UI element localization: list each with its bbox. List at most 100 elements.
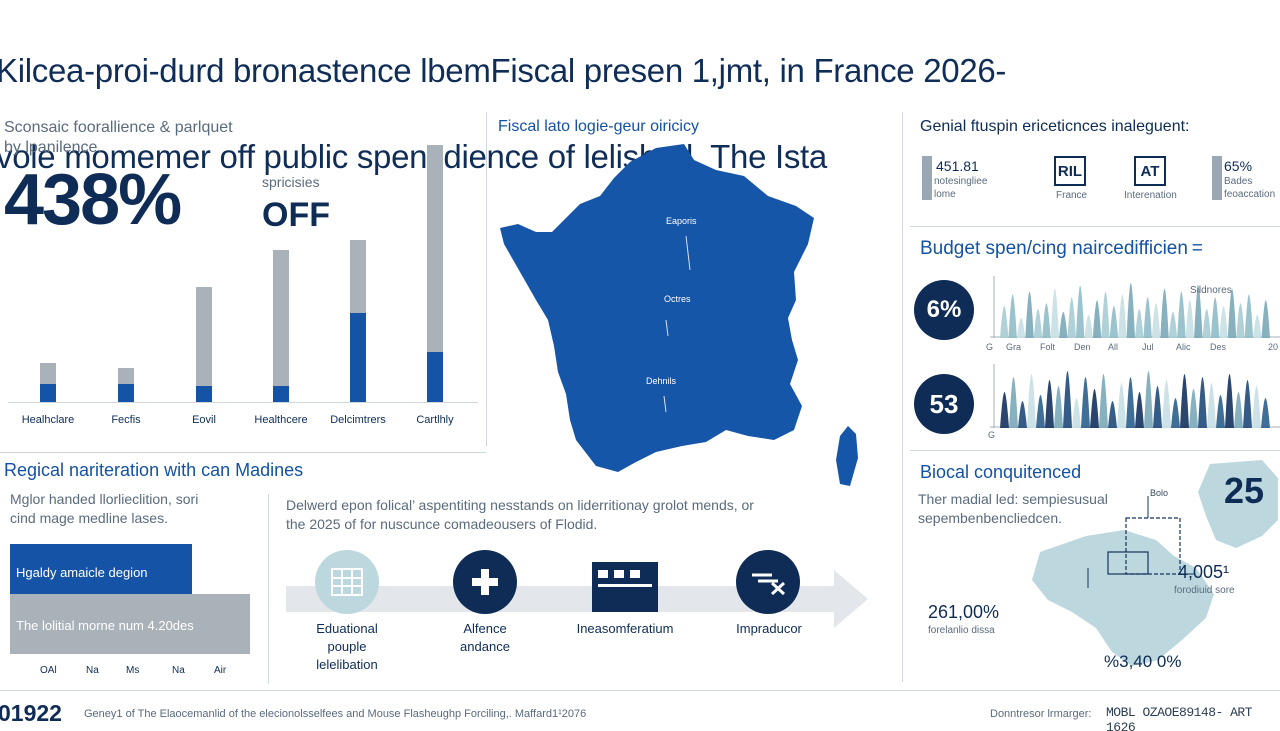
- step-label: Impraducor: [718, 620, 820, 638]
- chart-spike: [1117, 383, 1126, 428]
- bar-segment: [273, 386, 289, 402]
- chart-spike: [1261, 300, 1270, 338]
- chart-spike: [1042, 303, 1051, 338]
- bar-category-label: Delcimtrers: [330, 414, 386, 426]
- spending-subtitle-line1: Sconsaic foorallience & parlquet: [4, 119, 233, 136]
- bar-segment: [196, 386, 212, 402]
- regional-description: Mglor handed llorlieclition, sori cind m…: [10, 490, 198, 528]
- chart-spike: [1018, 401, 1027, 428]
- chart-spike: [1067, 297, 1076, 338]
- stat-value: 65%: [1224, 158, 1253, 174]
- chart-spike: [1084, 314, 1093, 338]
- regional-axis-tick: Na: [86, 665, 99, 676]
- france-map: Eaporis Octres Dehnils: [500, 144, 858, 486]
- month-tick: G: [986, 342, 994, 352]
- chart-spike: [1063, 371, 1072, 428]
- bar-category-label: Healthcere: [254, 414, 308, 426]
- regional-bar-1-label: Hgaldy amaicle degion: [16, 565, 148, 580]
- biocal-value-1-sub: forodiuid sore: [1174, 585, 1235, 596]
- chart-spike: [1171, 398, 1180, 428]
- chart2-tick: G: [988, 430, 996, 440]
- middle-desc-line1: Delwerd epon folical’ aspentiting nessta…: [286, 497, 754, 513]
- divider: [910, 450, 1280, 451]
- bar-category-label: Healhclare: [21, 414, 75, 426]
- footer-code: MOBL OZAOE89148- ART 1626: [1106, 705, 1253, 731]
- spending-subtitle: Sconsaic foorallience & parlquet by lpan…: [4, 118, 233, 158]
- biocal-value-3: %3,40 0%: [1104, 652, 1182, 671]
- bar-chart-baseline: [8, 402, 478, 403]
- chart-spike: [1109, 306, 1119, 338]
- regional-axis-tick: Na: [172, 665, 185, 676]
- chart-spike: [1027, 374, 1036, 428]
- chart-spike: [1236, 303, 1245, 338]
- budget-circle-1: 6%: [914, 280, 974, 340]
- chart-spike: [1045, 380, 1054, 428]
- chart-spike: [1234, 392, 1243, 428]
- middle-description: Delwerd epon folical’ aspentiting nessta…: [286, 496, 754, 534]
- chart-spike: [1225, 374, 1234, 428]
- bar-segment: [40, 383, 56, 402]
- biocal-desc-line1: Ther madial led: sempiesusual: [918, 491, 1108, 507]
- bar-category-label: Cartlhly: [416, 414, 454, 426]
- map-label-eaporis: Eaporis: [666, 216, 697, 226]
- bar-marker-icon: [1212, 156, 1222, 200]
- middle-desc-line2: the 2025 of for nuscunce comadeousers of…: [286, 516, 598, 532]
- chart-spike: [1059, 311, 1068, 338]
- chart-spike: [1244, 294, 1254, 338]
- chart-spike: [1072, 398, 1081, 428]
- chart-spike: [1189, 389, 1198, 428]
- bar-segment: [118, 383, 134, 402]
- chart-spike: [1180, 374, 1189, 428]
- step-label-line: Alfence: [463, 621, 507, 636]
- chart-spike: [1135, 392, 1144, 428]
- footer-divider: [0, 690, 1280, 691]
- step-label-line: Ineasomferatium: [576, 621, 674, 636]
- chart-spike: [1252, 386, 1261, 428]
- divider: [268, 494, 269, 684]
- stat-label: notesingliee: [934, 176, 988, 187]
- chart-spike: [1194, 285, 1203, 338]
- chart-spike: [1144, 371, 1153, 428]
- regional-axis-tick: Air: [214, 665, 227, 676]
- off-label: OFF: [262, 196, 330, 234]
- stat-label: lome: [934, 189, 956, 200]
- biocal-value-2-sub: forelanlio dissa: [928, 625, 995, 636]
- chart-spike: [1108, 401, 1117, 428]
- regional-axis-tick: OAl: [40, 665, 57, 676]
- month-tick: Den: [1074, 342, 1091, 352]
- bar-total: [196, 286, 212, 402]
- sector-bar-chart: [8, 140, 478, 402]
- bar-chart-categories: Healhclare Fecfis Eovil Healthcere Delcimtre…: [0, 414, 480, 430]
- chart-spike: [1253, 314, 1262, 338]
- chart1-month-axis: G Gra Folt Den All Jul Alic Des 20: [986, 342, 1280, 356]
- chart-spike: [1177, 291, 1186, 338]
- month-tick: Jul: [1142, 342, 1154, 352]
- step-label-line: Eduational: [316, 621, 378, 636]
- chart-spike: [1162, 380, 1171, 428]
- chart-spike: [1185, 300, 1195, 338]
- plus-icon: [453, 550, 517, 614]
- regional-title: Regical nariteration with can Madines: [4, 460, 304, 480]
- chart-spike: [1075, 285, 1085, 338]
- month-tick: Alic: [1176, 342, 1191, 352]
- chart-spike: [1219, 306, 1228, 338]
- bar-segment: [427, 352, 443, 402]
- footer-credit: Donntresor lrmarger:: [990, 708, 1092, 720]
- at-badge-icon: AT: [1134, 156, 1166, 186]
- chart-spike: [1143, 297, 1152, 338]
- step-label: Ineasomferatium: [560, 620, 690, 638]
- regional-desc-line1: Mglor handed llorlieclition, sori: [10, 491, 199, 507]
- divider: [902, 112, 903, 682]
- regional-axis-tick: Ms: [126, 665, 140, 676]
- chart-spike: [1036, 395, 1045, 428]
- chart-spike: [1118, 294, 1127, 338]
- bar-segment: [350, 312, 366, 402]
- off-caption: spricisies: [262, 174, 320, 190]
- chart-spike: [1168, 311, 1178, 338]
- ril-badge-icon: RIL: [1054, 156, 1086, 186]
- chart-spike: [1261, 398, 1270, 428]
- bar-category-label: Eovil: [192, 414, 216, 426]
- budget-title: Budget spen/cing naircedifficien =: [920, 238, 1203, 259]
- month-tick: Folt: [1040, 342, 1056, 352]
- page-title-line1: Kilcea-proi-durd bronastence lbemFiscal …: [0, 52, 1007, 89]
